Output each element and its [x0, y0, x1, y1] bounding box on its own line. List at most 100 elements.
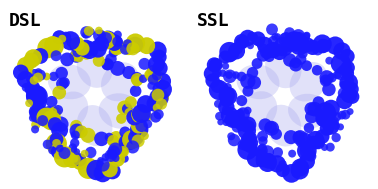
- Circle shape: [138, 37, 155, 54]
- Circle shape: [222, 63, 229, 70]
- Circle shape: [242, 135, 249, 142]
- Circle shape: [313, 34, 332, 53]
- Circle shape: [274, 37, 293, 57]
- Circle shape: [291, 159, 309, 177]
- Circle shape: [246, 141, 257, 152]
- Circle shape: [258, 43, 268, 53]
- Circle shape: [347, 108, 353, 115]
- Circle shape: [330, 117, 339, 125]
- Circle shape: [61, 31, 80, 50]
- Circle shape: [70, 120, 82, 132]
- Circle shape: [279, 160, 287, 168]
- Circle shape: [143, 119, 152, 128]
- Circle shape: [295, 159, 305, 168]
- Circle shape: [256, 145, 268, 157]
- Circle shape: [39, 115, 46, 123]
- Circle shape: [124, 108, 134, 118]
- Circle shape: [297, 141, 317, 161]
- Circle shape: [152, 50, 167, 64]
- Circle shape: [77, 40, 95, 57]
- Circle shape: [37, 38, 58, 58]
- Circle shape: [125, 96, 137, 108]
- Ellipse shape: [101, 62, 139, 101]
- Circle shape: [294, 32, 304, 42]
- Circle shape: [132, 76, 143, 86]
- Circle shape: [261, 153, 277, 169]
- Ellipse shape: [51, 91, 88, 130]
- Circle shape: [119, 134, 135, 150]
- Circle shape: [46, 96, 57, 107]
- Circle shape: [35, 68, 42, 76]
- Circle shape: [278, 33, 291, 46]
- Circle shape: [70, 50, 81, 61]
- Circle shape: [102, 161, 118, 177]
- Circle shape: [345, 90, 359, 104]
- Circle shape: [338, 87, 349, 99]
- Circle shape: [67, 38, 75, 47]
- Circle shape: [305, 102, 318, 115]
- Circle shape: [273, 147, 283, 158]
- Circle shape: [145, 66, 162, 83]
- Circle shape: [317, 39, 328, 51]
- Circle shape: [111, 142, 128, 159]
- Circle shape: [51, 144, 66, 159]
- Circle shape: [128, 130, 144, 145]
- Circle shape: [218, 87, 237, 105]
- Circle shape: [96, 158, 110, 172]
- Circle shape: [23, 53, 39, 69]
- Circle shape: [81, 128, 96, 143]
- Circle shape: [102, 153, 109, 161]
- Circle shape: [45, 37, 64, 56]
- Circle shape: [204, 66, 220, 81]
- Circle shape: [274, 33, 281, 40]
- Circle shape: [80, 46, 93, 60]
- Circle shape: [332, 133, 341, 142]
- Circle shape: [247, 42, 254, 49]
- Circle shape: [13, 64, 29, 80]
- Circle shape: [37, 115, 48, 126]
- Circle shape: [291, 161, 309, 180]
- Circle shape: [224, 83, 232, 91]
- Circle shape: [56, 145, 64, 152]
- Circle shape: [70, 124, 84, 138]
- Circle shape: [73, 148, 80, 155]
- Circle shape: [63, 149, 81, 168]
- Circle shape: [344, 62, 352, 71]
- Circle shape: [256, 158, 265, 167]
- Circle shape: [234, 34, 249, 49]
- Circle shape: [31, 120, 40, 129]
- Circle shape: [320, 74, 332, 87]
- Circle shape: [81, 150, 88, 158]
- Circle shape: [120, 148, 128, 156]
- Circle shape: [225, 71, 233, 79]
- Circle shape: [242, 131, 257, 146]
- Circle shape: [55, 67, 68, 80]
- Circle shape: [85, 147, 96, 158]
- Circle shape: [344, 82, 359, 96]
- Ellipse shape: [290, 62, 328, 101]
- Circle shape: [22, 83, 31, 92]
- Circle shape: [113, 37, 121, 46]
- Circle shape: [43, 112, 52, 121]
- Circle shape: [84, 26, 94, 36]
- Circle shape: [56, 78, 68, 90]
- Circle shape: [49, 108, 57, 116]
- Circle shape: [130, 111, 140, 121]
- Circle shape: [110, 61, 125, 76]
- Circle shape: [107, 149, 118, 160]
- Circle shape: [149, 42, 167, 60]
- Circle shape: [119, 126, 131, 138]
- Circle shape: [51, 50, 62, 61]
- Circle shape: [260, 47, 271, 58]
- Circle shape: [291, 29, 305, 43]
- Circle shape: [218, 99, 234, 115]
- Circle shape: [317, 39, 331, 53]
- Text: SSL: SSL: [197, 12, 230, 30]
- Circle shape: [35, 70, 46, 81]
- Circle shape: [258, 143, 267, 153]
- Circle shape: [257, 131, 268, 142]
- Circle shape: [234, 110, 245, 120]
- Circle shape: [110, 151, 125, 167]
- Circle shape: [50, 132, 64, 146]
- Circle shape: [82, 32, 89, 39]
